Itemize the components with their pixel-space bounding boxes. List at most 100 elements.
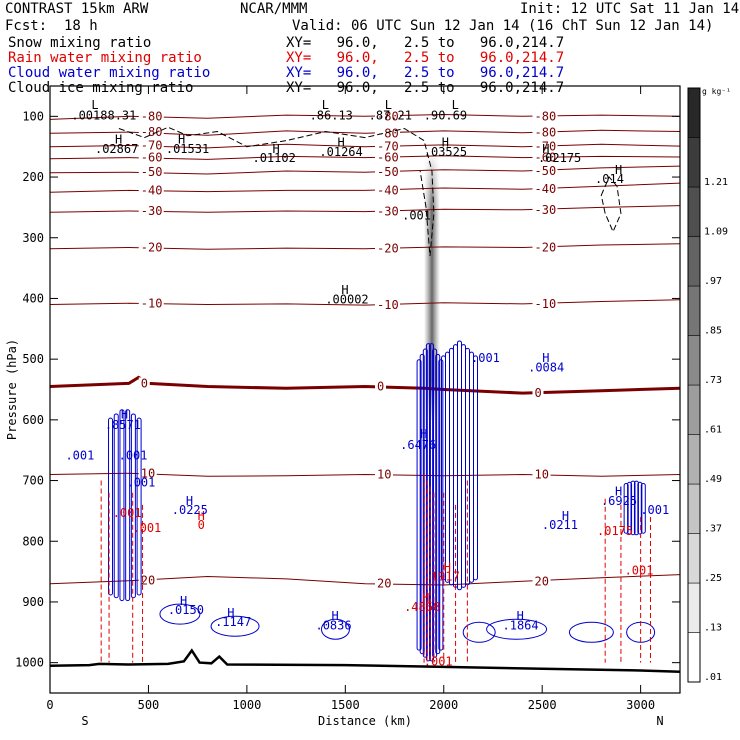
fcst-value: 18 h <box>64 18 98 34</box>
field-name-cloud-water: Cloud water mixing ratio <box>8 65 211 81</box>
value-label: .01531 <box>166 142 209 156</box>
contour-label-bg <box>532 110 558 123</box>
contour-label: -80 <box>535 109 557 123</box>
value-label: .001 <box>471 351 500 365</box>
contour-label-bg <box>532 164 558 177</box>
extreme-marker: H <box>272 142 279 156</box>
cloud-water-contour <box>568 621 614 643</box>
colorbar-tick-label: 1.21 <box>704 177 728 188</box>
contour-label-bg <box>138 574 157 587</box>
y-tick-label: 900 <box>22 595 44 609</box>
contour-label-bg <box>138 151 164 164</box>
contour-label-bg <box>375 380 386 393</box>
cloud-water-contour <box>125 409 131 602</box>
extreme-marker: H <box>332 609 339 623</box>
contour-label-bg <box>375 127 400 140</box>
valid-time: Valid: 06 UTC Sun 12 Jan 14 (16 ChT Sun … <box>292 18 714 34</box>
cloud-water-contour <box>119 409 125 602</box>
contour-label: -50 <box>377 165 399 179</box>
contour-label: 0 <box>535 386 542 400</box>
extreme-marker: H <box>542 351 549 365</box>
contour-label: 10 <box>377 467 391 481</box>
contour-label-bg <box>375 140 400 153</box>
field-xy-cloud-ice: XY= 96.0, 2.5 to 96.0,214.7 <box>286 80 565 96</box>
contour-label: -30 <box>535 203 557 217</box>
contour-label-bg <box>375 110 400 123</box>
contour-label-bg <box>532 126 558 139</box>
y-tick-label: 200 <box>22 170 44 184</box>
contour-label: -70 <box>377 140 399 154</box>
cloud-ice-contour <box>600 176 622 233</box>
value-label: .90.69 <box>424 108 467 122</box>
cloud-water-contour <box>159 603 201 625</box>
cloud-water-contour <box>130 413 136 599</box>
contour-label: -50 <box>141 165 163 179</box>
contour-label-bg <box>375 184 400 197</box>
y-tick-label: 400 <box>22 291 44 305</box>
cloud-water-contour <box>486 618 548 640</box>
cloud-water-contour <box>210 615 260 637</box>
contour-label: 20 <box>535 574 549 588</box>
x-tick-label: 2000 <box>429 698 458 712</box>
value-label: .86.13 <box>310 108 353 122</box>
cloud-water-contour <box>627 481 633 535</box>
cloud-water-contour <box>435 353 441 655</box>
extreme-marker: H <box>341 283 348 297</box>
colorbar-segment <box>687 285 701 336</box>
extreme-marker: H <box>186 494 193 508</box>
contour-label-bg <box>138 297 164 310</box>
contour-label-bg <box>532 575 551 588</box>
value-label: .02867 <box>95 142 138 156</box>
value-label: .0225 <box>172 503 208 517</box>
y-tick-label: 500 <box>22 352 44 366</box>
extreme-marker: H <box>337 136 344 150</box>
contour-label-bg <box>532 203 558 216</box>
terrain-line <box>49 648 681 674</box>
fcst-label: Fcst: <box>5 18 48 34</box>
contour-label: -20 <box>535 240 557 254</box>
contour-label: -60 <box>141 151 163 165</box>
x-tick-label: 1500 <box>331 698 360 712</box>
extreme-marker: H <box>442 136 449 150</box>
x-tick-label: 3000 <box>626 698 655 712</box>
init-time: Init: 12 UTC Sat 11 Jan 14 <box>520 1 740 17</box>
x-tick-label: 500 <box>138 698 160 712</box>
field-name-rain: Rain water mixing ratio <box>8 50 202 66</box>
contour-label: 20 <box>377 577 391 591</box>
contour-label-bg <box>375 166 400 179</box>
colorbar-segment <box>687 335 701 386</box>
colorbar-segment <box>687 483 701 534</box>
cloud-water-contour <box>623 482 629 534</box>
colorbar-tick-label: .97 <box>704 276 722 287</box>
value-label: .001 <box>65 448 94 462</box>
value-label: .001 <box>113 506 142 520</box>
contour-label: -60 <box>535 151 557 165</box>
cloud-water-contour <box>422 348 428 658</box>
cloud-water-contour <box>113 413 119 599</box>
cloud-water-contour <box>462 621 496 643</box>
contour-label: -80 <box>141 125 163 139</box>
value-label: .4868 <box>404 600 440 614</box>
colorbar-tick-label: .61 <box>704 425 722 436</box>
contour-label: -10 <box>535 297 557 311</box>
x-axis-title: Distance (km) <box>318 714 412 728</box>
contour-label-bg <box>375 151 400 164</box>
colorbar-segment <box>687 434 701 485</box>
value-label: .02175 <box>538 151 581 165</box>
contour-label: -80 <box>377 109 399 123</box>
x-tick-label: 2500 <box>528 698 557 712</box>
y-tick-label: 700 <box>22 474 44 488</box>
contour-label: -40 <box>141 183 163 197</box>
extreme-marker: H <box>517 609 524 623</box>
value-label: .87.21 <box>369 108 412 122</box>
cloud-water-contour <box>633 480 639 536</box>
contour-label-bg <box>532 468 551 481</box>
colorbar-tick-label: .85 <box>704 326 722 337</box>
value-label: .0084 <box>528 360 564 374</box>
contour-label: -10 <box>377 298 399 312</box>
cloud-water-contour <box>469 351 474 583</box>
value-label: .001 <box>119 448 148 462</box>
value-label: .1917 <box>424 570 460 584</box>
value-label: .001 <box>132 521 161 535</box>
